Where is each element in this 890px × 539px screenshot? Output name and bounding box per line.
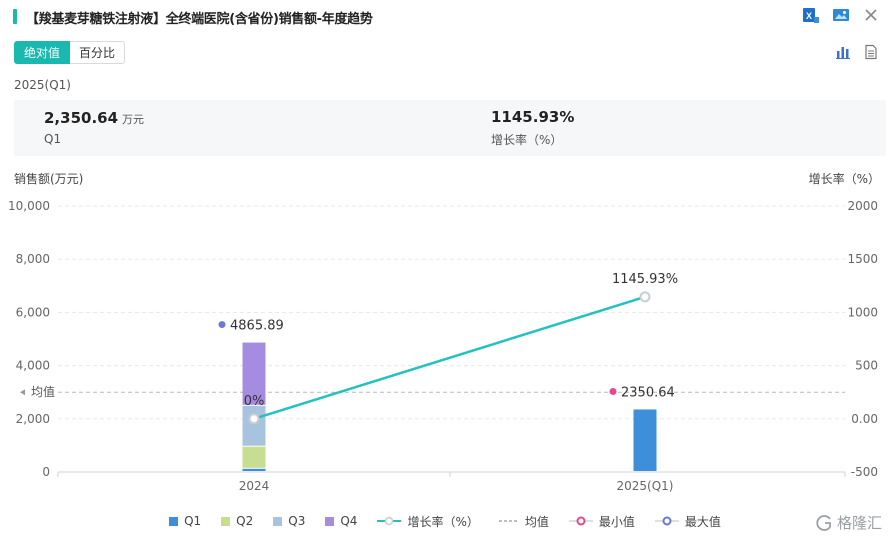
- legend-swatch: [169, 516, 179, 526]
- title-accent-bar: [13, 9, 17, 24]
- legend-swatch: [221, 516, 231, 526]
- bar-q1: [242, 468, 266, 471]
- chart-legend: Q1 Q2 Q3 Q4 增长率（%） 均值 最小值 最大值: [0, 510, 890, 532]
- legend-label: 最小值: [598, 514, 635, 529]
- bar-q2: [242, 446, 266, 468]
- x-tick-label: 2024: [239, 479, 270, 493]
- y2-tick-label: 0.00: [851, 412, 878, 426]
- excel-export-icon[interactable]: X: [802, 6, 820, 24]
- mean-label: 均值: [31, 384, 55, 399]
- summary-panel: 2,350.64 万元 Q1 1145.93% 增长率（%）: [14, 100, 886, 156]
- growth-rate-label: 0%: [244, 394, 265, 409]
- legend-label: 增长率（%）: [407, 514, 479, 529]
- legend-item[interactable]: 最小值: [568, 513, 635, 530]
- growth-rate-line: [253, 295, 646, 420]
- legend-swatch: [325, 516, 335, 526]
- sales-trend-chart: 0 -500 2,000 0.00 4,000 500 6,000 1000 8,000 1500…: [8, 199, 878, 493]
- legend-item[interactable]: Q3: [273, 514, 305, 528]
- y-axis-title: 销售额(万元): [14, 172, 84, 186]
- y-tick-label: 0: [42, 465, 50, 479]
- value-mode-toggle: 绝对值 百分比: [14, 41, 126, 64]
- percent-tab[interactable]: 百分比: [70, 41, 126, 64]
- y2-tick-label: 1000: [847, 305, 878, 319]
- legend-ring-swatch: [654, 516, 679, 526]
- bar-q1: [633, 409, 657, 471]
- summary-growth: 1145.93%: [491, 108, 575, 126]
- summary-value-block: 2,350.64 万元 Q1: [44, 108, 144, 146]
- image-export-icon[interactable]: [832, 6, 850, 24]
- legend-label: 最大值: [684, 514, 721, 529]
- legend-item[interactable]: Q2: [221, 514, 253, 528]
- legend-item[interactable]: 最大值: [654, 513, 721, 530]
- x-tick-label: 2025(Q1): [617, 479, 674, 493]
- watermark: 格隆汇: [815, 512, 882, 533]
- close-icon[interactable]: [862, 6, 880, 24]
- bar-total-label: 4865.89: [230, 319, 284, 334]
- legend-label: 均值: [524, 514, 549, 529]
- y-tick-label: 10,000: [8, 199, 50, 213]
- legend-dash-swatch: [498, 520, 519, 522]
- y2-tick-label: 500: [855, 359, 878, 373]
- watermark-text: 格隆汇: [836, 514, 882, 532]
- svg-text:X: X: [806, 11, 812, 21]
- bar-q3: [242, 405, 266, 446]
- summary-unit: 万元: [122, 113, 145, 126]
- growth-rate-point: [639, 291, 651, 303]
- page-title: 【羧基麦芽糖铁注射液】全终端医院(含省份)销售额-年度趋势: [26, 12, 373, 27]
- summary-growth-label: 增长率（%）: [491, 133, 563, 147]
- document-icon[interactable]: [862, 43, 880, 61]
- y-tick-label: 6,000: [16, 305, 50, 319]
- legend-item[interactable]: Q4: [325, 514, 357, 528]
- y-tick-label: 4,000: [16, 359, 50, 373]
- legend-item[interactable]: Q1: [169, 514, 201, 528]
- y2-tick-label: 2000: [847, 199, 878, 213]
- bar-total-label: 2350.64: [621, 385, 675, 400]
- legend-ring-swatch: [568, 516, 593, 526]
- legend-label: Q1: [184, 514, 202, 528]
- period-label: 2025(Q1): [14, 78, 71, 92]
- absolute-value-tab[interactable]: 绝对值: [14, 41, 71, 64]
- view-toolbar: [834, 43, 880, 61]
- bar-chart-icon[interactable]: [834, 43, 852, 61]
- legend-label: Q3: [288, 514, 306, 528]
- growth-rate-point: [248, 413, 260, 425]
- legend-item[interactable]: 均值: [498, 513, 549, 530]
- legend-label: Q4: [340, 514, 358, 528]
- watermark-logo-icon: [816, 514, 831, 531]
- title-bar: 【羧基麦芽糖铁注射液】全终端医院(含省份)销售额-年度趋势 X: [0, 0, 890, 34]
- summary-growth-block: 1145.93% 增长率（%）: [491, 108, 574, 148]
- y2-axis-title: 增长率（%）: [808, 172, 880, 186]
- y2-tick-label: 1500: [847, 252, 878, 266]
- summary-value-label: Q1: [44, 132, 62, 146]
- legend-label: Q2: [236, 514, 254, 528]
- min-marker: [609, 387, 617, 395]
- y-tick-label: 2,000: [16, 412, 50, 426]
- growth-rate-label: 1145.93%: [612, 272, 678, 287]
- max-marker: [218, 321, 226, 329]
- mean-marker-arrow: [20, 389, 25, 396]
- legend-line-swatch: [377, 516, 402, 526]
- y-tick-label: 8,000: [16, 252, 50, 266]
- top-toolbar: X: [802, 6, 880, 24]
- summary-value: 2,350.64: [44, 109, 119, 127]
- y2-tick-label: -500: [851, 465, 878, 479]
- legend-item[interactable]: 增长率（%）: [377, 513, 479, 530]
- bar-q4: [242, 342, 266, 405]
- legend-swatch: [273, 516, 283, 526]
